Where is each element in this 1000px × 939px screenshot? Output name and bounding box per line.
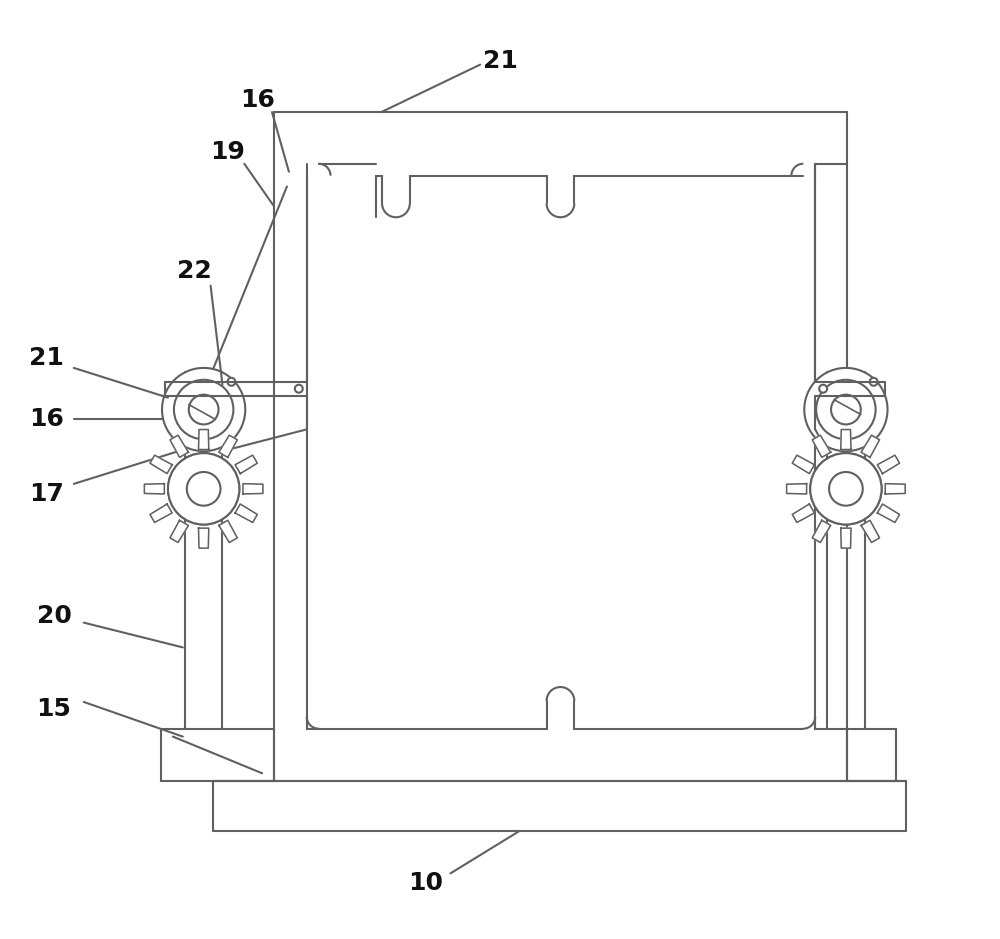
Polygon shape [199,528,209,548]
Polygon shape [861,435,880,457]
Text: 21: 21 [29,346,64,370]
Circle shape [168,454,239,525]
Polygon shape [170,520,188,543]
Circle shape [819,385,827,393]
Text: 16: 16 [240,88,275,113]
Polygon shape [235,455,257,473]
Circle shape [816,379,876,439]
Polygon shape [861,520,880,543]
Polygon shape [170,435,188,457]
Polygon shape [219,435,237,457]
Polygon shape [150,504,172,522]
Polygon shape [812,435,831,457]
Text: 21: 21 [483,49,517,72]
Text: 20: 20 [37,604,71,627]
Polygon shape [144,484,164,494]
Circle shape [804,368,888,451]
Circle shape [162,368,245,451]
Text: 19: 19 [210,140,245,163]
Circle shape [829,472,863,506]
Polygon shape [199,429,209,450]
Bar [847,729,896,781]
Polygon shape [235,504,257,522]
Polygon shape [841,429,851,450]
Polygon shape [243,484,263,494]
Text: 17: 17 [29,482,64,506]
Text: 22: 22 [177,259,212,283]
Text: 15: 15 [37,697,71,721]
Text: 10: 10 [408,871,443,895]
Polygon shape [877,455,900,473]
Circle shape [174,379,233,439]
Circle shape [831,394,861,424]
Polygon shape [219,520,237,543]
Circle shape [168,454,239,525]
Polygon shape [787,484,807,494]
Circle shape [870,377,878,386]
Polygon shape [792,455,814,473]
Circle shape [187,472,221,506]
Circle shape [810,454,882,525]
Polygon shape [792,504,814,522]
Circle shape [189,394,219,424]
Circle shape [295,385,303,393]
Polygon shape [877,504,900,522]
Circle shape [829,472,863,506]
Circle shape [227,377,235,386]
Circle shape [187,472,221,506]
Polygon shape [885,484,905,494]
Polygon shape [812,520,831,543]
Bar [161,729,274,781]
Polygon shape [841,528,851,548]
Text: 16: 16 [29,408,64,431]
Circle shape [810,454,882,525]
Polygon shape [150,455,172,473]
